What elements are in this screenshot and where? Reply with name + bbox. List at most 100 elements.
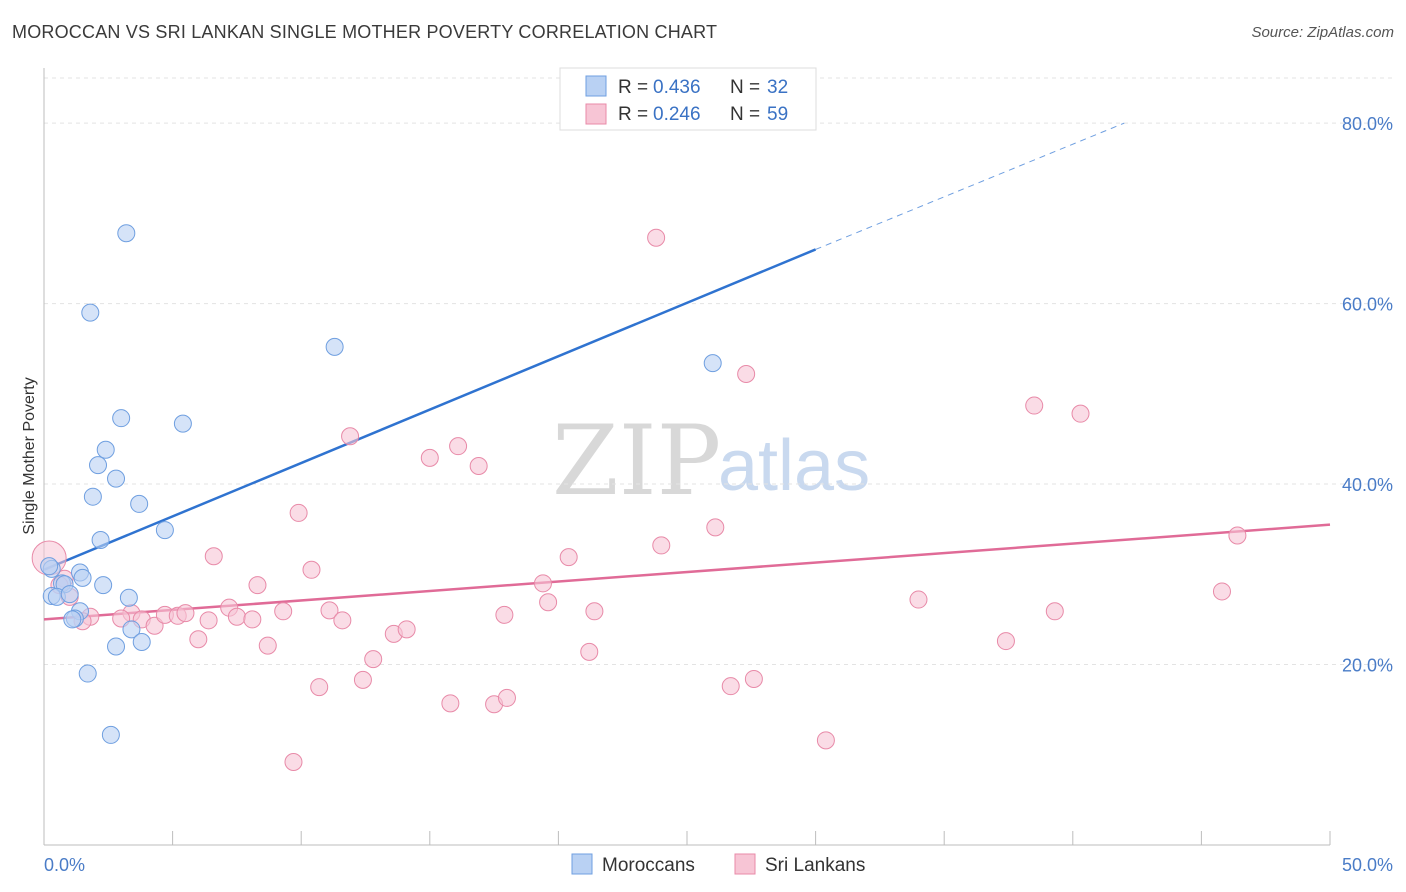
sri-lankan-point — [274, 602, 293, 621]
sri-lankan-point — [341, 427, 360, 446]
sri-lankan-point — [559, 548, 578, 567]
y-tick-label-20: 20.0% — [1342, 656, 1393, 676]
moroccan-point — [60, 585, 79, 604]
sri-lankan-point — [302, 560, 321, 579]
moroccan-point — [78, 664, 97, 683]
sri-lankan-point — [248, 576, 267, 595]
moroccan-point — [119, 588, 138, 607]
y-tick-label-60: 60.0% — [1342, 295, 1393, 315]
legend-n-value-1: 32 — [767, 77, 788, 98]
moroccan-point — [325, 337, 344, 356]
sri-lankan-point — [721, 677, 740, 696]
moroccan-point — [91, 531, 110, 550]
legend-r-label-1: R = — [618, 77, 648, 98]
legend-r-value-2: 0.246 — [653, 104, 701, 125]
sri-lankan-point — [176, 604, 195, 623]
sri-lankan-point — [1212, 582, 1231, 601]
sri-lankan-point — [449, 437, 468, 456]
sri-lankan-point — [199, 611, 218, 630]
moroccan-point — [107, 637, 126, 656]
y-axis-label: Single Mother Poverty — [21, 377, 38, 534]
bottom-legend: Moroccans Sri Lankans — [571, 853, 865, 876]
chart-title: MOROCCAN VS SRI LANKAN SINGLE MOTHER POV… — [12, 22, 718, 42]
sri-lankan-point — [580, 642, 599, 661]
trend-line-moroccans-extension — [815, 122, 1125, 250]
sri-lankan-point — [744, 669, 763, 688]
legend-r-value-1: 0.436 — [653, 77, 701, 98]
watermark-zip: ZIP — [552, 405, 721, 517]
sri-lankan-point — [243, 610, 262, 629]
legend-swatch-moroccans — [585, 75, 607, 97]
sri-lankan-point — [284, 752, 303, 771]
legend-box: R = 0.436 N = 32 R = 0.246 N = 59 — [559, 67, 817, 131]
sri-lankan-point — [1025, 396, 1044, 415]
moroccan-point — [155, 521, 174, 540]
sri-lankan-point — [320, 601, 339, 620]
x-tick-label-max: 50.0% — [1342, 855, 1393, 875]
moroccan-point — [81, 303, 100, 322]
sri-lankan-point — [189, 630, 208, 649]
sri-lankan-point — [996, 632, 1015, 651]
sri-lankan-point — [816, 731, 835, 750]
sri-lankan-point — [737, 364, 756, 383]
sri-lankan-point — [1045, 602, 1064, 621]
legend-swatch-sri-lankans — [585, 103, 607, 125]
sri-lankan-point — [585, 602, 604, 621]
legend-n-label-1: N = — [730, 77, 760, 98]
grid-lines — [44, 77, 1392, 666]
sri-lankan-point — [469, 457, 488, 476]
sri-lankan-point — [333, 611, 352, 630]
sri-lankan-point — [1071, 404, 1090, 423]
moroccan-point — [40, 557, 59, 576]
sri-lankan-point — [227, 607, 246, 626]
sri-lankan-point — [441, 694, 460, 713]
trend-line-moroccans — [43, 248, 817, 571]
watermark-atlas: atlas — [718, 426, 870, 506]
trend-line-sri-lankans — [43, 523, 1331, 621]
moroccan-point — [173, 414, 192, 433]
legend-r-label-2: R = — [618, 104, 648, 125]
legend-n-label-2: N = — [730, 104, 760, 125]
moroccan-point — [96, 440, 115, 459]
moroccan-point — [132, 632, 151, 651]
sri-lankan-point — [204, 547, 223, 566]
bottom-legend-sri-lankans: Sri Lankans — [765, 855, 865, 876]
sri-lankan-point — [647, 228, 666, 247]
sri-lankan-point — [495, 605, 514, 624]
moroccan-point — [89, 456, 108, 475]
sri-lankan-point — [706, 518, 725, 537]
y-tick-label-80: 80.0% — [1342, 114, 1393, 134]
moroccan-point — [107, 469, 126, 488]
sri-lankan-point — [1228, 526, 1247, 545]
x-tick-labels: 0.0% 50.0% — [44, 855, 1393, 875]
sri-lankan-point — [310, 678, 329, 697]
moroccan-point — [94, 576, 113, 595]
y-tick-label-40: 40.0% — [1342, 475, 1393, 495]
sri-lankan-point — [420, 448, 439, 467]
moroccan-point — [117, 224, 136, 243]
sri-lankan-point — [539, 593, 558, 612]
sri-lankan-point — [289, 503, 308, 522]
sri-lankan-point — [364, 650, 383, 669]
bottom-legend-swatch-moroccans — [571, 853, 593, 875]
sri-lankan-point — [533, 574, 552, 593]
moroccan-point — [130, 494, 149, 513]
axes — [43, 68, 1331, 846]
bottom-legend-swatch-sri-lankans — [734, 853, 756, 875]
moroccan-point — [83, 487, 102, 506]
legend-n-value-2: 59 — [767, 104, 788, 125]
source-label: Source: ZipAtlas.com — [1251, 24, 1394, 41]
moroccan-point — [122, 620, 141, 639]
trend-lines — [43, 122, 1331, 621]
moroccan-point — [703, 354, 722, 373]
sri-lankan-point — [909, 590, 928, 609]
y-tick-labels: 20.0% 40.0% 60.0% 80.0% — [1342, 114, 1393, 675]
sri-lankan-point — [652, 536, 671, 555]
series-moroccans — [40, 224, 722, 744]
moroccan-point — [112, 409, 131, 428]
sri-lankan-point — [258, 636, 277, 655]
moroccan-point — [73, 568, 92, 587]
sri-lankan-point — [497, 688, 516, 707]
moroccan-point — [101, 725, 120, 744]
